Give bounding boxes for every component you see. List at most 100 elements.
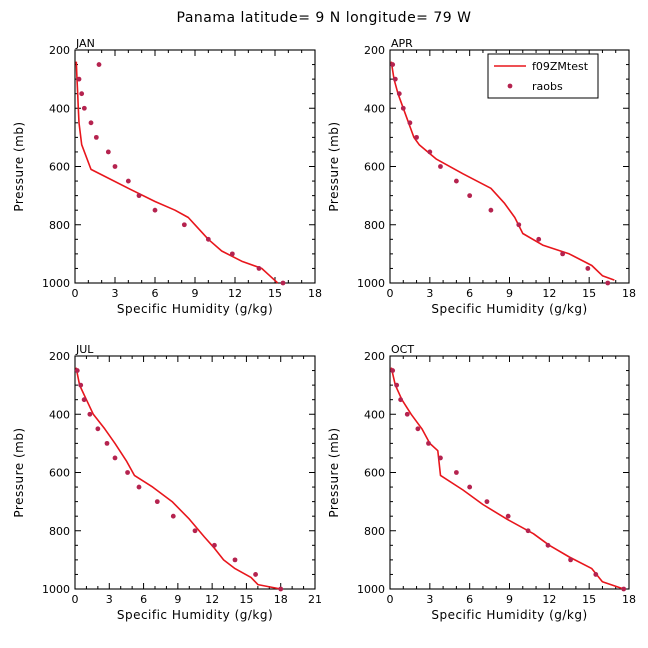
x-tick-label: 0 (387, 287, 394, 300)
x-axis-label: Specific Humidity (g/kg) (117, 608, 273, 622)
plot-frame (74, 49, 316, 284)
x-tick-label: 18 (622, 593, 636, 606)
x-tick-label: 15 (268, 287, 282, 300)
obs-point (232, 557, 238, 563)
y-tick-label: 1000 (42, 583, 70, 596)
y-tick-label: 1000 (42, 277, 70, 290)
x-tick-label: 6 (152, 287, 159, 300)
panel-oct: 0 3 6 9 12 15 18 200 400 600 800 1000 OCT Specific Hu… (327, 343, 636, 622)
y-tick-label: 800 (364, 219, 385, 232)
y-tick-label: 800 (364, 525, 385, 538)
model-line (390, 367, 624, 590)
x-tick-label: 0 (72, 593, 79, 606)
obs-point (87, 411, 93, 417)
y-tick-label: 400 (49, 408, 70, 421)
x-tick-label: 3 (106, 593, 113, 606)
y-axis-label: Pressure (mb) (12, 121, 26, 211)
x-tick-label: 15 (239, 593, 253, 606)
model-line (75, 61, 279, 284)
obs-point (278, 586, 284, 592)
obs-point (280, 280, 286, 286)
legend-box (487, 53, 599, 99)
model-line (390, 61, 615, 281)
panel-label: APR (391, 37, 413, 50)
legend-obs-label: raobs (532, 80, 563, 93)
y-tick-label: 400 (364, 408, 385, 421)
obs-point (467, 484, 473, 490)
x-tick-label: 6 (466, 593, 473, 606)
obs-point (394, 382, 400, 388)
x-tick-label: 18 (274, 593, 288, 606)
obs-point (427, 149, 433, 155)
obs-point (229, 251, 235, 257)
x-tick-label: 3 (112, 287, 119, 300)
x-tick-label: 15 (582, 593, 596, 606)
panel-label: JAN (75, 37, 95, 50)
obs-point (400, 105, 406, 111)
obs-point (125, 178, 131, 184)
y-tick-label: 600 (364, 161, 385, 174)
plot-frame (74, 355, 316, 590)
obs-point (568, 557, 573, 563)
obs-point (74, 368, 80, 373)
x-tick-label: 9 (192, 287, 199, 300)
obs-point (605, 280, 611, 286)
x-axis-label: Specific Humidity (g/kg) (431, 302, 587, 316)
obs-point (125, 470, 130, 475)
obs-point (181, 222, 187, 228)
obs-point (390, 62, 396, 67)
panel-jan: 0 3 6 9 12 15 18 200 400 600 800 1000 JAN Specific Hu… (12, 37, 322, 316)
obs-point (78, 382, 84, 388)
x-tick-label: 3 (426, 593, 433, 606)
obs-point (525, 528, 531, 534)
obs-point (253, 572, 258, 577)
x-tick-label: 9 (506, 287, 513, 300)
x-tick-label: 15 (582, 287, 596, 300)
obs-point (104, 440, 110, 446)
x-tick-label: 0 (387, 593, 394, 606)
obs-point (392, 76, 398, 82)
obs-point (560, 251, 566, 257)
x-tick-label: 12 (542, 593, 556, 606)
x-tick-label: 21 (308, 593, 322, 606)
y-tick-label: 600 (364, 467, 385, 480)
obs-point (81, 397, 87, 403)
y-axis-label: Pressure (mb) (327, 427, 341, 517)
obs-point (453, 178, 459, 184)
y-tick-label: 400 (364, 102, 385, 115)
obs-point (415, 426, 421, 432)
obs-point (404, 411, 410, 417)
obs-point (76, 76, 82, 82)
obs-point (136, 193, 142, 199)
obs-point (396, 91, 402, 97)
x-tick-label: 3 (426, 287, 433, 300)
x-tick-label: 12 (205, 593, 219, 606)
plot-frame (389, 355, 630, 590)
y-tick-label: 600 (49, 467, 70, 480)
x-tick-label: 9 (506, 593, 513, 606)
obs-point (95, 426, 101, 432)
obs-point (256, 266, 262, 271)
obs-point (152, 207, 158, 213)
obs-point (407, 120, 413, 126)
obs-point (484, 499, 490, 505)
x-tick-label: 6 (466, 287, 473, 300)
figure-title: Panama latitude= 9 N longitude= 79 W (177, 10, 472, 26)
y-tick-label: 400 (49, 102, 70, 115)
x-tick-label: 0 (72, 287, 79, 300)
obs-point (545, 542, 551, 548)
panel-jul: 0 3 6 9 12 15 18 21 200 400 600 800 1000 JUL Specific … (12, 343, 322, 622)
obs-point (467, 193, 473, 199)
y-tick-label: 200 (49, 44, 70, 57)
obs-point (593, 572, 599, 577)
y-tick-label: 200 (364, 350, 385, 363)
obs-point (154, 499, 160, 505)
panel-apr: 0 3 6 9 12 15 18 200 400 600 800 1000 APR Specific Hu… (327, 37, 636, 316)
obs-point (136, 484, 142, 490)
x-tick-label: 18 (308, 287, 322, 300)
obs-point (438, 164, 443, 169)
y-axis-label: Pressure (mb) (12, 427, 26, 517)
legend: f09ZMtest raobs (487, 53, 599, 99)
x-axis-label: Specific Humidity (g/kg) (431, 608, 587, 622)
